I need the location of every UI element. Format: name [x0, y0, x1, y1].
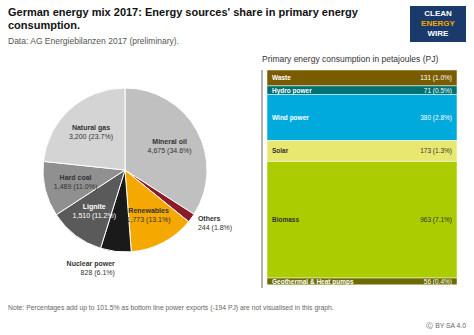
svg-text:Others244 (1.8%): Others244 (1.8%) [198, 215, 232, 232]
svg-text:Mineral oil4,675 (34.6%): Mineral oil4,675 (34.6%) [148, 138, 192, 155]
html-text:CLEAN: CLEAN [424, 9, 452, 18]
svg-text:131 (1.0%): 131 (1.0%) [420, 74, 452, 82]
svg-text:Waste: Waste [272, 74, 291, 81]
html-text:Primary energy consumption in: Primary energy consumption in petajoules… [262, 54, 439, 64]
svg-text:173 (1.3%): 173 (1.3%) [420, 147, 452, 155]
svg-text:963 (7.1%): 963 (7.1%) [420, 216, 452, 224]
svg-text:71 (0.5%): 71 (0.5%) [424, 87, 452, 95]
html-text:WIRE: WIRE [427, 29, 449, 38]
svg-text:Solar: Solar [272, 147, 289, 154]
svg-text:Renewables1,773 (13.1%): Renewables1,773 (13.1%) [127, 207, 171, 224]
svg-text:Wind power: Wind power [272, 114, 309, 122]
html-text:Ⓒ BY SA 4.0: Ⓒ BY SA 4.0 [426, 322, 466, 329]
svg-text:Nuclear power828 (6.1%): Nuclear power828 (6.1%) [67, 260, 116, 277]
html-text:ENERGY: ENERGY [421, 19, 455, 28]
svg-text:Geothermal & Heat pumps: Geothermal & Heat pumps [272, 278, 354, 286]
html-text:German energy mix 2017: Energy: German energy mix 2017: Energy sources' … [8, 6, 358, 31]
svg-text:Hydro power: Hydro power [272, 87, 312, 95]
html-text:Note: Percentages add up to 10: Note: Percentages add up to 101.5% as bo… [8, 304, 334, 311]
svg-text:56 (0.4%): 56 (0.4%) [424, 278, 452, 286]
svg-text:Biomass: Biomass [272, 216, 299, 223]
svg-text:Natural gas3,200 (23.7%): Natural gas3,200 (23.7%) [69, 124, 113, 141]
svg-text:Lignite1,510 (11.2%): Lignite1,510 (11.2%) [73, 203, 116, 220]
html-text:Data: AG Energiebilanzen 2017: Data: AG Energiebilanzen 2017 (prelimina… [8, 36, 179, 46]
svg-text:380 (2.8%): 380 (2.8%) [420, 114, 452, 122]
svg-text:Hard coal1,489 (11.0%): Hard coal1,489 (11.0%) [54, 174, 97, 191]
